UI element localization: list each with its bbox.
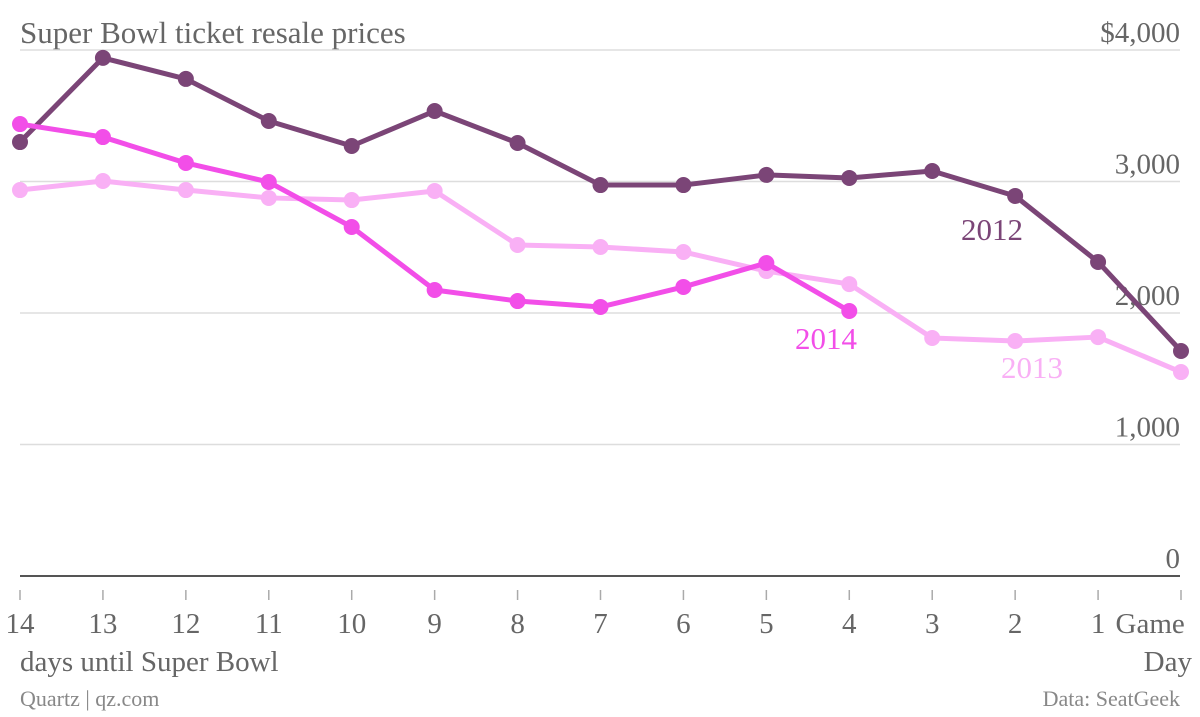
series	[12, 116, 858, 320]
data-point	[592, 298, 609, 315]
x-tick-label: 14	[6, 608, 36, 640]
data-point	[1007, 187, 1024, 204]
data-point	[509, 237, 526, 254]
data-point	[343, 137, 360, 154]
series	[12, 172, 1189, 381]
x-tick-label: 13	[88, 608, 117, 640]
x-tick-label: 5	[759, 608, 774, 640]
credit: Quartz | qz.com	[20, 686, 159, 711]
data-point	[12, 134, 28, 151]
x-axis-label: days until Super Bowl	[20, 646, 279, 678]
data-point	[177, 182, 194, 199]
data-point	[675, 243, 692, 260]
data-point	[260, 189, 277, 206]
x-tick-label: 1	[1091, 608, 1106, 640]
x-tick-label: 6	[676, 608, 691, 640]
x-tick-label: 4	[842, 608, 857, 640]
data-point	[758, 255, 775, 272]
data-point	[675, 278, 692, 295]
x-tick-label: 11	[255, 608, 283, 640]
data-point	[12, 116, 28, 133]
data-point	[924, 329, 941, 346]
data-point	[1090, 329, 1107, 346]
x-tick-label: 8	[510, 608, 525, 640]
y-tick-label: $4,000	[1100, 17, 1180, 49]
data-point	[841, 276, 858, 293]
data-point	[94, 49, 111, 66]
data-point	[1090, 253, 1107, 270]
series-line	[19, 178, 1182, 375]
series-label: 2013	[1001, 350, 1063, 385]
data-point	[12, 182, 28, 199]
x-tick-label: 9	[427, 608, 442, 640]
series	[12, 49, 1189, 360]
data-point	[592, 238, 609, 255]
data-point	[177, 154, 194, 171]
data-point	[177, 70, 194, 87]
series-label: 2012	[961, 212, 1023, 247]
series-label: 2014	[795, 321, 858, 356]
x-tick-label: 3	[925, 608, 940, 640]
data-point	[426, 182, 443, 199]
data-point	[260, 113, 277, 130]
data-point	[509, 134, 526, 151]
y-tick-label: 3,000	[1115, 149, 1180, 181]
x-tick-label: 12	[171, 608, 200, 640]
x-tick-label: 7	[593, 608, 608, 640]
data-point	[509, 293, 526, 310]
y-tick-label: 0	[1166, 543, 1181, 575]
chart-title: Super Bowl ticket resale prices	[20, 15, 406, 50]
data-point	[426, 281, 443, 298]
data-point	[841, 303, 858, 320]
source: Data: SeatGeek	[1043, 686, 1180, 711]
x-tick-label: Game Day	[1116, 608, 1193, 678]
x-tick-label: 2	[1008, 608, 1023, 640]
data-point	[1173, 343, 1189, 360]
data-point	[758, 166, 775, 183]
data-point	[1007, 333, 1024, 350]
data-point	[592, 177, 609, 194]
data-point	[1173, 364, 1189, 381]
data-point	[675, 177, 692, 194]
x-tick-label: 10	[337, 608, 366, 640]
data-point	[841, 169, 858, 186]
data-point	[260, 174, 277, 191]
y-tick-label: 1,000	[1115, 412, 1180, 444]
y-tick-label: 2,000	[1115, 280, 1180, 312]
data-point	[343, 218, 360, 235]
data-point	[426, 103, 443, 120]
data-point	[343, 192, 360, 209]
data-point	[924, 162, 941, 179]
data-point	[94, 129, 111, 146]
data-point	[94, 172, 111, 189]
